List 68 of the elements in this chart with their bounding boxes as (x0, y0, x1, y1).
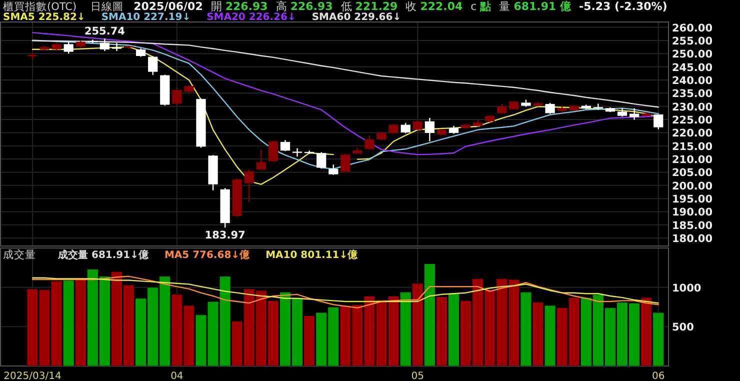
text: 低 221.29 (340, 0, 398, 13)
candlestick (388, 123, 398, 134)
text: 收 222.04 (406, 0, 464, 13)
text: c 點 (470, 0, 492, 13)
candlestick (545, 102, 555, 114)
y-tick-label: 220.00 (672, 128, 713, 140)
chart-subtitle: 日線圖 (90, 1, 124, 13)
y-tick-label: 255.00 (672, 35, 713, 48)
candlestick (100, 38, 110, 52)
candlestick (364, 134, 374, 150)
y-tick-label: 215.00 (672, 140, 713, 153)
candlestick (424, 117, 434, 142)
candlestick (654, 114, 664, 130)
line-series (32, 277, 659, 304)
text: -5.23 (-2.30%) (579, 0, 668, 13)
candlestick (629, 108, 640, 120)
text: 2025/06/02 (134, 0, 203, 13)
y-tick-label: 245.00 (672, 62, 713, 74)
candlestick (244, 168, 254, 203)
candlestick (400, 122, 410, 134)
line-series (32, 276, 659, 308)
candlestick (172, 88, 182, 106)
text: 開 226.93 (210, 0, 268, 13)
candlestick (316, 152, 326, 170)
text: SMA20 226.26↓ (206, 12, 296, 23)
annotation: 255.74 (84, 25, 125, 38)
candlestick (256, 148, 266, 171)
y-tick-label: 190.00 (672, 206, 713, 219)
y-tick-label: 1000 (672, 282, 702, 294)
candlestick (292, 148, 302, 158)
y-tick-label: 230.00 (672, 101, 713, 114)
y-tick-label: 205.00 (672, 167, 713, 180)
y-tick-label: 235.00 (672, 88, 713, 100)
candlestick (328, 164, 338, 176)
candlestick (112, 42, 122, 52)
y-tick-label: 500 (672, 322, 694, 334)
y-tick-label: 250.00 (672, 48, 713, 61)
candlestick (497, 103, 507, 114)
chart-title: 櫃買指數(OTC) (3, 1, 77, 13)
y-tick-label: 210.00 (672, 154, 713, 166)
candlestick (340, 153, 350, 173)
candlestick (148, 56, 158, 76)
candlestick (280, 139, 290, 152)
y-tick-label: 195.00 (672, 194, 713, 206)
text: 量 681.91 億 (499, 0, 572, 13)
y-tick-label: 240.00 (672, 74, 713, 87)
line-series (32, 40, 659, 108)
candlestick (593, 103, 604, 110)
y-tick-label: 180.00 (672, 233, 713, 246)
x-tick-label: 05 (411, 371, 424, 381)
chart-title: 成交量 (3, 248, 36, 261)
y-tick-label: 200.00 (672, 180, 713, 192)
candlestick (64, 41, 74, 54)
annotation: 183.97 (204, 230, 246, 242)
series-label: 成交量 681.91↓億 (57, 249, 150, 261)
x-tick-label: 2025/03/14 (4, 371, 62, 381)
text: MA5 776.68↓億 (164, 249, 251, 261)
text: 高 226.93 (276, 0, 333, 13)
text: SMA10 227.19↓ (101, 12, 191, 23)
text: MA10 801.11↓億 (266, 249, 359, 261)
text: SMA5 225.82↓ (3, 12, 86, 23)
y-tick-label: 260.00 (672, 22, 713, 34)
x-tick-label: 06 (652, 371, 665, 381)
candlestick (268, 140, 278, 162)
text: SMA60 229.66↓ (312, 12, 402, 23)
y-tick-label: 225.00 (672, 114, 713, 127)
x-tick-label: 04 (170, 371, 184, 381)
y-tick-label: 185.00 (672, 220, 713, 232)
